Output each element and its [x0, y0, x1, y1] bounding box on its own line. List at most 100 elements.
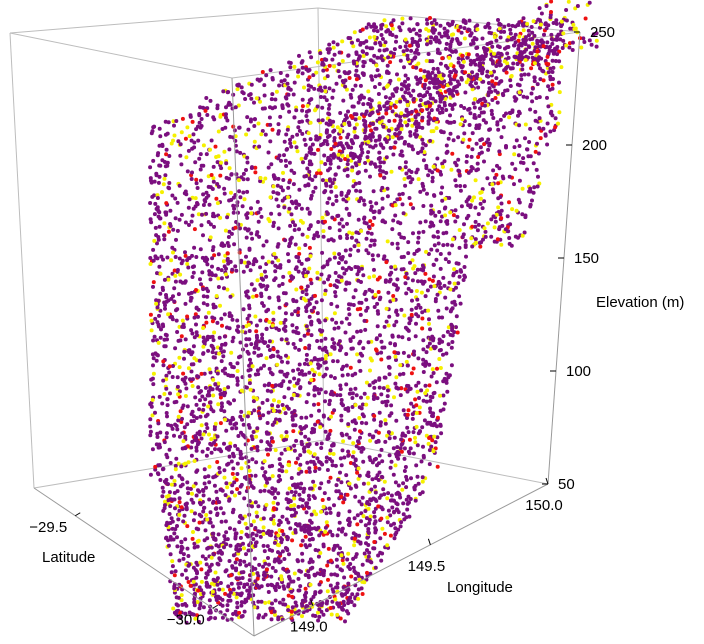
data-point — [456, 331, 460, 335]
data-point — [191, 377, 195, 381]
data-point — [319, 95, 323, 99]
data-point — [387, 324, 391, 328]
data-point — [151, 382, 155, 386]
data-point — [399, 520, 403, 524]
data-point — [293, 81, 297, 85]
data-point — [332, 40, 336, 44]
data-point — [312, 510, 316, 514]
data-point — [292, 377, 296, 381]
data-point — [405, 498, 409, 502]
data-point — [158, 127, 162, 131]
data-point — [201, 554, 205, 558]
data-point — [220, 405, 224, 409]
data-point — [222, 259, 226, 263]
data-point — [269, 491, 273, 495]
data-point — [214, 422, 218, 426]
data-point — [397, 510, 401, 514]
data-point — [366, 89, 370, 93]
data-point — [205, 454, 209, 458]
data-point — [301, 221, 305, 225]
data-point — [175, 535, 179, 539]
data-point — [400, 443, 404, 447]
data-point — [418, 221, 422, 225]
data-point — [180, 130, 184, 134]
data-point — [248, 306, 252, 310]
data-point — [462, 222, 466, 226]
data-point — [346, 167, 350, 171]
data-point — [359, 229, 363, 233]
data-point — [260, 273, 264, 277]
data-point — [302, 426, 306, 430]
data-point — [321, 348, 325, 352]
data-point — [204, 315, 208, 319]
data-point — [228, 135, 232, 139]
data-point — [246, 229, 250, 233]
data-point — [474, 126, 478, 130]
data-point — [226, 584, 230, 588]
data-point — [547, 70, 551, 74]
data-point — [528, 108, 532, 112]
data-point — [246, 211, 250, 215]
data-point — [351, 455, 355, 459]
data-point — [305, 510, 309, 514]
data-point — [220, 359, 224, 363]
data-point — [361, 28, 365, 32]
data-point — [421, 264, 425, 268]
data-point — [361, 460, 365, 464]
data-point — [237, 189, 241, 193]
data-point — [359, 519, 363, 523]
data-point — [323, 89, 327, 93]
data-point — [334, 464, 338, 468]
data-point — [370, 359, 374, 363]
data-point — [317, 118, 321, 122]
data-point — [223, 387, 227, 391]
data-point — [316, 276, 320, 280]
data-point — [192, 132, 196, 136]
data-point — [392, 522, 396, 526]
data-point — [158, 395, 162, 399]
data-point — [272, 501, 276, 505]
data-point — [275, 363, 279, 367]
data-point — [366, 396, 370, 400]
data-point — [419, 268, 423, 272]
data-point — [370, 161, 374, 165]
data-point — [207, 498, 211, 502]
data-point — [227, 235, 231, 239]
data-point — [378, 41, 382, 45]
data-point — [282, 327, 286, 331]
data-point — [346, 406, 350, 410]
data-point — [409, 49, 413, 53]
data-point — [250, 447, 254, 451]
data-point — [272, 278, 276, 282]
data-point — [282, 438, 286, 442]
data-point — [424, 250, 428, 254]
data-point — [325, 520, 329, 524]
data-point — [468, 138, 472, 142]
data-point — [411, 278, 415, 282]
data-point — [466, 214, 470, 218]
data-point — [173, 400, 177, 404]
data-point — [284, 133, 288, 137]
data-point — [354, 403, 358, 407]
data-point — [346, 552, 350, 556]
data-point — [497, 166, 501, 170]
data-point — [189, 352, 193, 356]
data-point — [378, 454, 382, 458]
data-point — [391, 219, 395, 223]
data-point — [346, 454, 350, 458]
data-point — [265, 398, 269, 402]
data-point — [162, 392, 166, 396]
data-point — [404, 172, 408, 176]
data-point — [546, 122, 550, 126]
data-point — [358, 474, 362, 478]
data-point — [351, 347, 355, 351]
data-point — [286, 608, 290, 612]
data-point — [278, 519, 282, 523]
data-point — [340, 39, 344, 43]
data-point — [360, 502, 364, 506]
data-point — [396, 246, 400, 250]
data-point — [449, 43, 453, 47]
data-point — [208, 367, 212, 371]
data-point — [353, 537, 357, 541]
data-point — [303, 268, 307, 272]
